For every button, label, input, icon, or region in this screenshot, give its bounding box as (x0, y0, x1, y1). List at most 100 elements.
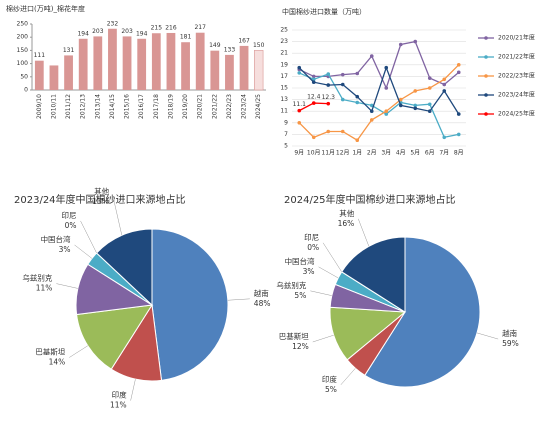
slice-label: 巴基斯坦 (279, 331, 309, 341)
data-label: 215 (151, 25, 163, 32)
point (427, 76, 432, 80)
x-tick-label: 9月 (294, 150, 304, 157)
point (384, 112, 389, 116)
pie-slice (95, 228, 153, 307)
legend-marker (484, 93, 488, 97)
data-label: 203 (121, 28, 133, 35)
y-tick-label: 7 (284, 131, 288, 138)
point (442, 77, 447, 82)
bar (34, 60, 44, 90)
slice-value: 59% (502, 339, 519, 348)
x-tick-label: 2019/20 (182, 94, 189, 119)
point (456, 63, 461, 67)
y-tick-label: 9 (284, 119, 288, 126)
leader-line (340, 368, 356, 385)
point (398, 103, 403, 108)
slice-label: 其他 (339, 208, 354, 218)
slice-value: 11% (110, 401, 127, 410)
point (413, 39, 418, 44)
chart-title: 中国棉纱进口数量（万吨） (282, 7, 366, 16)
x-tick-label: 4月 (396, 150, 406, 157)
data-label: 131 (63, 47, 75, 54)
x-tick-label: 3月 (381, 150, 391, 157)
x-tick-label: 2012/13 (80, 94, 87, 119)
leader-line (80, 220, 97, 254)
slice-value: 5% (294, 291, 306, 300)
y-tick-label: 23 (280, 38, 288, 45)
slice-label: 乌兹别克 (276, 280, 306, 290)
y-tick-label: 17 (280, 73, 288, 80)
leader-line (312, 334, 334, 343)
leader-line (227, 298, 250, 301)
pie-slice (340, 236, 406, 313)
point (297, 121, 302, 125)
data-label: 181 (180, 34, 192, 41)
legend-marker (484, 55, 488, 59)
point (311, 101, 316, 105)
point (355, 71, 360, 76)
y-tick-label: 50 (20, 73, 28, 80)
point (326, 83, 331, 87)
legend-marker (484, 112, 488, 116)
data-label: 203 (92, 28, 104, 35)
slice-label: 印度 (322, 374, 337, 384)
point (413, 89, 418, 93)
bar (64, 55, 73, 90)
leader-line (358, 218, 370, 247)
point (340, 72, 345, 77)
point (442, 82, 447, 87)
chart-title: 2024/25年度中国棉纱进口来源地占比 (284, 193, 456, 206)
slice-value: 48% (254, 299, 271, 308)
legend-label: 2021/22年度 (498, 53, 535, 61)
x-tick-label: 8月 (454, 150, 464, 157)
legend-label: 2022/23年度 (498, 72, 535, 80)
slice-label: 巴基斯坦 (35, 347, 65, 357)
point (355, 94, 360, 99)
y-tick-label: 5 (284, 143, 288, 150)
point (326, 129, 331, 134)
x-tick-label: 6月 (425, 150, 435, 157)
bar (122, 36, 132, 90)
point (297, 71, 302, 75)
slice-label: 印度 (112, 390, 127, 400)
point (326, 72, 331, 76)
pie-slice (151, 228, 229, 381)
bar (166, 32, 176, 90)
data-label: 194 (77, 30, 89, 37)
y-tick-label: 250 (17, 21, 29, 28)
bar (239, 45, 249, 90)
point (398, 42, 403, 47)
x-tick-label: 7月 (439, 150, 449, 157)
x-tick-label: 2016/17 (138, 94, 145, 119)
series-line (298, 64, 460, 142)
legend-label: 2020/21年度 (498, 34, 535, 42)
slice-label: 乌兹别克 (22, 273, 52, 283)
legend-marker (484, 74, 488, 78)
leader-line (318, 266, 339, 279)
data-label: 217 (194, 24, 206, 31)
slice-value: 12% (292, 342, 309, 351)
x-tick-label: 2013/14 (94, 94, 101, 119)
leader-line (322, 242, 342, 272)
x-tick-label: 2015/16 (124, 94, 131, 119)
point (456, 112, 461, 116)
y-tick-label: 0 (24, 87, 28, 94)
bar (49, 65, 59, 90)
point (355, 100, 360, 105)
y-tick-label: 13 (280, 96, 288, 103)
x-tick-label: 2023/24 (241, 94, 248, 119)
leader-line (130, 379, 136, 401)
x-tick-label: 1月 (352, 150, 362, 157)
bar (93, 36, 103, 90)
point (456, 132, 461, 137)
slice-value: 14% (49, 358, 66, 367)
point (442, 89, 447, 93)
y-tick-label: 11 (280, 108, 288, 115)
point (340, 82, 345, 87)
data-label: 12.4 (307, 94, 321, 101)
slice-value: 0% (65, 221, 77, 230)
leader-line (310, 290, 332, 296)
point (369, 109, 374, 113)
pie-slice (364, 236, 481, 388)
